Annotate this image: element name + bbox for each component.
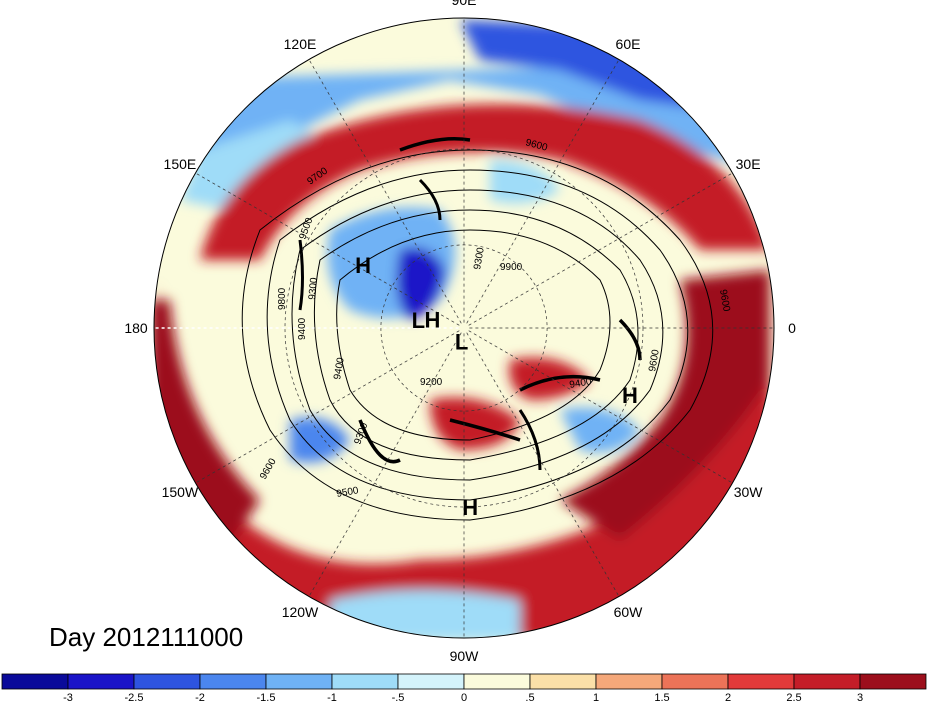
contour-label: 9500: [336, 485, 360, 500]
longitude-label: 30E: [736, 156, 761, 172]
colorbar-swatch: [199, 673, 267, 690]
colorbar-tick-label: -1: [327, 692, 337, 702]
blue-interior-4: [290, 417, 350, 463]
jet-segment-8: [518, 409, 542, 471]
colorbar-swatch: [463, 673, 531, 690]
jet-segment-3: [618, 318, 642, 361]
colorbar-tick-label: 1: [593, 692, 599, 702]
high-pressure-marker: H: [355, 253, 371, 278]
colorbar-tick-label: -1.5: [257, 692, 276, 702]
meridian-line: [466, 59, 620, 324]
height-contour-9400: [291, 189, 664, 481]
colorbar: -3 -2.5 -2 -1.5 -1 -.5 0 .5 1 1.5 2 2.5 3: [1, 673, 927, 702]
colorbar-tick-label: 2: [725, 692, 731, 702]
colorbar-tick-label: 1.5: [654, 692, 669, 702]
colorbar-swatch: [397, 673, 465, 690]
longitude-label: 30W: [734, 484, 764, 500]
map-boundary: [153, 17, 775, 639]
graticule: [154, 18, 774, 638]
meridian-line: [195, 172, 460, 326]
colorbar-tick-label: -.5: [392, 692, 405, 702]
colorbar-tick-label: -2: [195, 692, 205, 702]
colorbar-tick-label: .5: [525, 692, 534, 702]
red-interior-1: [430, 397, 520, 450]
contour-label: 9600: [647, 348, 662, 372]
colorbar-tick-label: 0: [461, 692, 467, 702]
low-pressure-marker: L: [412, 308, 425, 333]
contour-label: 9300: [472, 246, 487, 270]
jet-segment-6: [298, 239, 304, 311]
red-core-east: [560, 270, 770, 540]
latitude-circle: [284, 148, 644, 508]
colorbar-swatch: [265, 673, 333, 690]
longitude-label: 180: [124, 320, 148, 336]
high-pressure-marker: H: [462, 495, 478, 520]
meridian-line: [308, 59, 462, 324]
longitude-label: 0: [788, 320, 796, 336]
colorbar-tick-label: -2.5: [125, 692, 144, 702]
colorbar-tick-label: -3: [63, 692, 73, 702]
blue-fringe-north: [180, 60, 760, 190]
meridian-line: [468, 172, 733, 326]
red-belt-south: [154, 280, 774, 638]
anomaly-shading: [154, 18, 774, 638]
longitude-label: 90W: [450, 648, 480, 664]
colorbar-swatch: [595, 673, 663, 690]
longitude-label: 90E: [452, 0, 477, 8]
colorbar-swatch: [793, 673, 861, 690]
colorbar-swatch: [67, 673, 135, 690]
figure-title: Day 2012111000: [49, 622, 243, 652]
height-contour-9300: [313, 209, 639, 461]
height-contour-9500: [266, 169, 689, 501]
jet-segment-2: [399, 137, 471, 152]
colorbar-tick-label: 3: [857, 692, 863, 702]
colorbar-swatch: [133, 673, 201, 690]
colorbar-swatch: [727, 673, 795, 690]
meridian-line: [466, 332, 620, 597]
colorbar-swatch: [331, 673, 399, 690]
contour-label: 9200: [420, 377, 443, 388]
colorbar-swatch: [1, 673, 69, 690]
latitude-circle: [380, 244, 548, 412]
contour-label: 9600: [717, 289, 732, 313]
contour-lines: [241, 137, 714, 521]
longitude-label: 150E: [164, 156, 197, 172]
contour-label: 9300: [307, 277, 320, 301]
longitude-label: 60E: [616, 36, 641, 52]
longitude-label: 150W: [162, 484, 199, 500]
longitude-label: 60W: [614, 604, 644, 620]
meridian-line: [468, 330, 733, 484]
meridian-line: [308, 332, 462, 597]
red-belt-north: [200, 104, 770, 260]
longitude-label: 120E: [284, 36, 317, 52]
low-pressure-marker: L: [455, 329, 468, 354]
high-pressure-marker: H: [425, 308, 441, 333]
blue-interior-3: [560, 407, 640, 453]
contour-label: 9800: [277, 287, 288, 310]
height-contour-9200: [336, 229, 611, 441]
longitude-labels: 90E 60E 30E 0 30W 60W 90W 120W 150W 180 150E 120E: [124, 0, 796, 664]
longitude-label: 120W: [282, 604, 319, 620]
contour-label: 9400: [297, 317, 308, 340]
jet-segment-4: [519, 374, 601, 392]
contour-label: 9400: [332, 356, 347, 380]
colorbar-swatch: [661, 673, 729, 690]
height-contour-9600: [241, 149, 714, 521]
meridian-line: [195, 330, 460, 484]
colorbar-tick-label: 2.5: [786, 692, 801, 702]
jet-segment-5: [449, 418, 521, 442]
high-pressure-marker: H: [622, 383, 638, 408]
colorbar-swatch: [859, 673, 927, 690]
contour-label: 9900: [500, 262, 523, 273]
colorbar-swatch: [529, 673, 597, 690]
contour-label: 9400: [569, 376, 593, 391]
blue-patch-south: [330, 590, 520, 638]
jet-segment-1: [358, 419, 401, 464]
jet-segment-7: [418, 178, 442, 221]
